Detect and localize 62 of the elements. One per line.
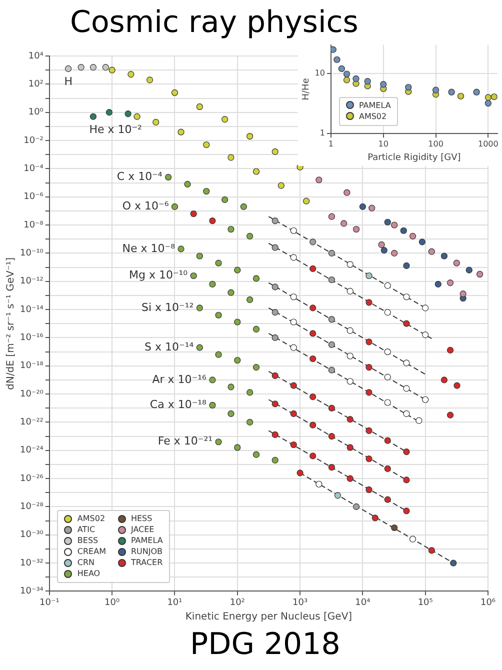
annotation: Ca x 10⁻¹⁸: [150, 398, 208, 412]
y-tick-label: 10⁰: [28, 108, 44, 118]
y-tick-label: 10⁻¹⁴: [20, 304, 44, 315]
annotation: Mg x 10⁻¹⁰: [128, 268, 188, 282]
legend-label: CRN: [77, 558, 95, 568]
annotation: O x 10⁻⁶: [122, 200, 170, 213]
annotation: Si x 10⁻¹²: [141, 300, 194, 314]
legend-label: JACEE: [130, 525, 154, 534]
y-axis-title: H/He: [302, 78, 312, 100]
y-tick-label: 10⁻⁸: [24, 220, 44, 230]
y-tick-label: 10⁻²: [24, 136, 44, 146]
y-tick-label: 10⁻¹⁶: [20, 333, 44, 344]
y-tick-label: 10⁻²²: [20, 418, 44, 428]
y-tick-label: 10⁻¹⁸: [20, 361, 44, 372]
x-tick-label: 1: [328, 139, 334, 148]
y-tick-label: 10⁻³⁰: [20, 530, 44, 540]
legend-label: ATIC: [77, 525, 96, 534]
y-tick-label: 10⁻²⁶: [20, 474, 44, 484]
legend-label: BESS: [77, 536, 98, 546]
x-tick-label: 10³: [292, 598, 308, 608]
x-tick-label: 100: [428, 139, 444, 148]
legend-label: RUNJOB: [130, 547, 163, 556]
legend-label: TRACER: [130, 558, 163, 568]
legend-label: CREAM: [77, 547, 106, 556]
y-tick-label: 10⁻¹²: [20, 276, 44, 287]
legend-label: HESS: [130, 514, 152, 524]
x-tick-label: 10⁻¹: [40, 598, 60, 608]
text: PDG 2018: [190, 627, 340, 662]
x-axis-title: Particle Rigidity [GV]: [368, 152, 461, 163]
legend-label: AMS02: [358, 112, 387, 121]
y-tick-label: 10⁻⁴: [24, 164, 44, 174]
y-tick-label: 10²: [28, 80, 44, 90]
y-tick-label: 10⁻³²: [20, 558, 44, 568]
y-tick-label: 10⁻²⁴: [20, 446, 44, 456]
y-tick-label: 10⁴: [28, 51, 44, 62]
y-axis-title: dN/dE [m⁻² sr⁻¹ s⁻¹ GeV⁻¹]: [6, 257, 17, 390]
text: Cosmic ray physics: [70, 5, 358, 40]
annotation: C x 10⁻⁴: [116, 170, 163, 184]
annotation: H: [64, 75, 73, 88]
annotation: S x 10⁻¹⁴: [144, 340, 194, 354]
x-tick-label: 10⁴: [355, 598, 371, 608]
x-tick-label: 10¹: [167, 598, 183, 608]
y-tick-label: 10⁻²⁸: [20, 502, 44, 512]
x-axis-title: Kinetic Energy per Nucleus [GeV]: [185, 612, 352, 623]
legend-label: AMS02: [77, 514, 106, 524]
legend-label: HEAO: [77, 569, 100, 578]
annotation: Ne x 10⁻⁸: [122, 242, 176, 255]
x-tick-label: 10⁵: [418, 598, 434, 608]
x-tick-label: 10⁰: [104, 598, 120, 608]
y-tick-label: 10⁻²⁰: [20, 389, 44, 400]
x-tick-label: 10²: [230, 598, 246, 608]
legend-label: PAMELA: [358, 100, 391, 110]
annotation: Fe x 10⁻²¹: [158, 434, 213, 448]
annotation: Ar x 10⁻¹⁶: [152, 372, 208, 386]
legend-label: PAMELA: [130, 536, 163, 546]
y-tick-label: 10⁻³⁴: [20, 586, 44, 597]
x-tick-label: 10: [378, 139, 388, 148]
x-tick-label: 1000: [478, 139, 498, 148]
y-tick-label: 10⁻¹⁰: [20, 248, 44, 259]
x-tick-label: 10⁶: [480, 598, 496, 608]
y-tick-label: 10⁻⁶: [24, 192, 44, 202]
annotation: He x 10⁻²: [89, 122, 142, 136]
